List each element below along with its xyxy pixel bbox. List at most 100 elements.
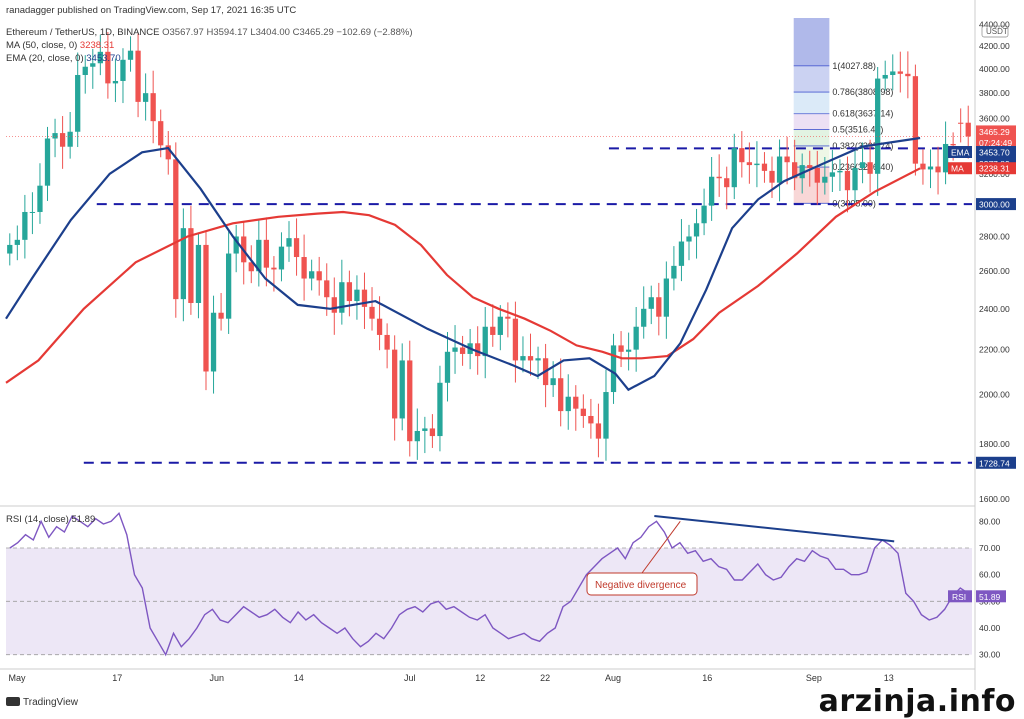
- candle-body: [867, 162, 873, 174]
- tradingview-logo[interactable]: TradingView: [6, 697, 78, 708]
- candle-body: [286, 238, 292, 247]
- candle-body: [776, 156, 783, 183]
- candle-body: [437, 382, 443, 437]
- price-tick-label: 3800.00: [979, 88, 1010, 98]
- candle-body: [784, 156, 790, 163]
- fib-zone-0.236: [793, 167, 830, 204]
- price-tick-label: 3600.00: [979, 114, 1010, 124]
- price-badge-value: 1728.74: [979, 458, 1010, 468]
- candle-body: [203, 244, 209, 372]
- published-line: ranadagger published on TradingView.com,…: [6, 5, 297, 16]
- rsi-line: [9, 512, 969, 657]
- price-tick-label: 2600.00: [979, 266, 1010, 276]
- rsi-tick-label: 40.00: [979, 623, 1001, 633]
- candle-body: [67, 131, 73, 147]
- candle-body: [754, 163, 760, 166]
- candle-body: [829, 172, 836, 177]
- candle-body: [29, 211, 36, 213]
- rsi-badge-value: 51.89: [979, 592, 1001, 602]
- candle-body: [173, 159, 179, 300]
- candle-body: [293, 238, 300, 258]
- price-badge-value: 3238.31: [979, 164, 1010, 174]
- candle-body: [905, 73, 911, 77]
- candle-body: [927, 166, 934, 170]
- candle-body: [361, 289, 368, 307]
- candle-body: [233, 236, 239, 254]
- candle-body: [882, 74, 888, 79]
- time-tick-label: 16: [702, 673, 712, 683]
- price-tick-label: 4400.00: [979, 19, 1010, 29]
- price-tick-label: 1800.00: [979, 439, 1010, 449]
- candle-body: [912, 76, 919, 164]
- candle-body: [588, 415, 594, 424]
- ema-legend[interactable]: EMA (20, close, 0) 3453.70: [6, 53, 121, 64]
- candle-body: [331, 297, 337, 313]
- candle-body: [852, 167, 858, 191]
- candle-body: [520, 356, 526, 361]
- candle-body: [452, 347, 458, 352]
- candle-body: [656, 297, 662, 317]
- candle-body: [44, 138, 51, 186]
- candle-body: [59, 133, 66, 147]
- candle-body: [256, 239, 262, 272]
- candle-body: [263, 239, 270, 268]
- candle-body: [346, 282, 353, 302]
- time-tick-label: 22: [540, 673, 550, 683]
- candle-body: [369, 306, 375, 319]
- candle-body: [716, 176, 722, 179]
- candle-body: [354, 289, 360, 302]
- price-badge-label: MA: [951, 164, 964, 174]
- divergence-annotation-text: Negative divergence: [595, 580, 687, 591]
- price-tick-label: 2800.00: [979, 231, 1010, 241]
- candle-body: [527, 356, 534, 361]
- candle-body: [165, 145, 171, 160]
- candle-body: [82, 66, 88, 75]
- price-badge-value: 3465.29: [979, 127, 1010, 137]
- candle-body: [384, 334, 390, 350]
- candle-body: [935, 166, 941, 173]
- price-tick-label: 4200.00: [979, 41, 1010, 51]
- candle-body: [316, 271, 322, 281]
- price-badge-value: 3000.00: [979, 200, 1010, 210]
- candle-body: [52, 133, 58, 139]
- price-badge: [976, 162, 1016, 175]
- candle-body: [505, 316, 511, 319]
- candle-body: [512, 318, 519, 361]
- candle-body: [7, 244, 13, 254]
- fib-label-1: 1(4027.88): [832, 61, 876, 71]
- rsi-tick-label: 80.00: [979, 516, 1001, 526]
- ma-legend[interactable]: MA (50, close, 0) 3238.31: [6, 40, 114, 51]
- tradingview-logo-text: TradingView: [23, 697, 79, 708]
- candle-body: [225, 253, 232, 319]
- fib-label-0.5: 0.5(3516.40): [832, 125, 883, 135]
- candle-body: [301, 257, 307, 279]
- candle-body: [324, 280, 330, 298]
- candle-body: [218, 312, 224, 319]
- price-tick-label: 4000.00: [979, 64, 1010, 74]
- price-badge-tag: [948, 162, 972, 175]
- candle-body: [807, 165, 813, 168]
- candle-body: [890, 71, 896, 75]
- time-tick-label: 14: [294, 673, 304, 683]
- divergence-trendline: [654, 515, 895, 543]
- rsi-legend[interactable]: RSI (14, close) 51.89: [6, 514, 96, 525]
- candle-body: [671, 265, 677, 279]
- candle-body: [724, 178, 730, 188]
- time-tick-label: May: [8, 673, 26, 683]
- candle-body: [648, 297, 654, 309]
- candle-body: [595, 423, 602, 439]
- candle-body: [120, 59, 126, 81]
- candle-body: [701, 205, 707, 224]
- candle-body: [965, 122, 971, 137]
- time-tick-label: Jul: [404, 673, 416, 683]
- candle-body: [641, 308, 647, 327]
- candle-body: [942, 143, 949, 173]
- candle-body: [837, 170, 843, 173]
- candle-body: [799, 165, 805, 179]
- candle-body: [580, 408, 586, 416]
- candle-body: [339, 282, 345, 313]
- rsi-badge: [976, 590, 1006, 603]
- candle-body: [792, 162, 798, 179]
- fib-label-0.786: 0.786(3808.98): [832, 87, 893, 97]
